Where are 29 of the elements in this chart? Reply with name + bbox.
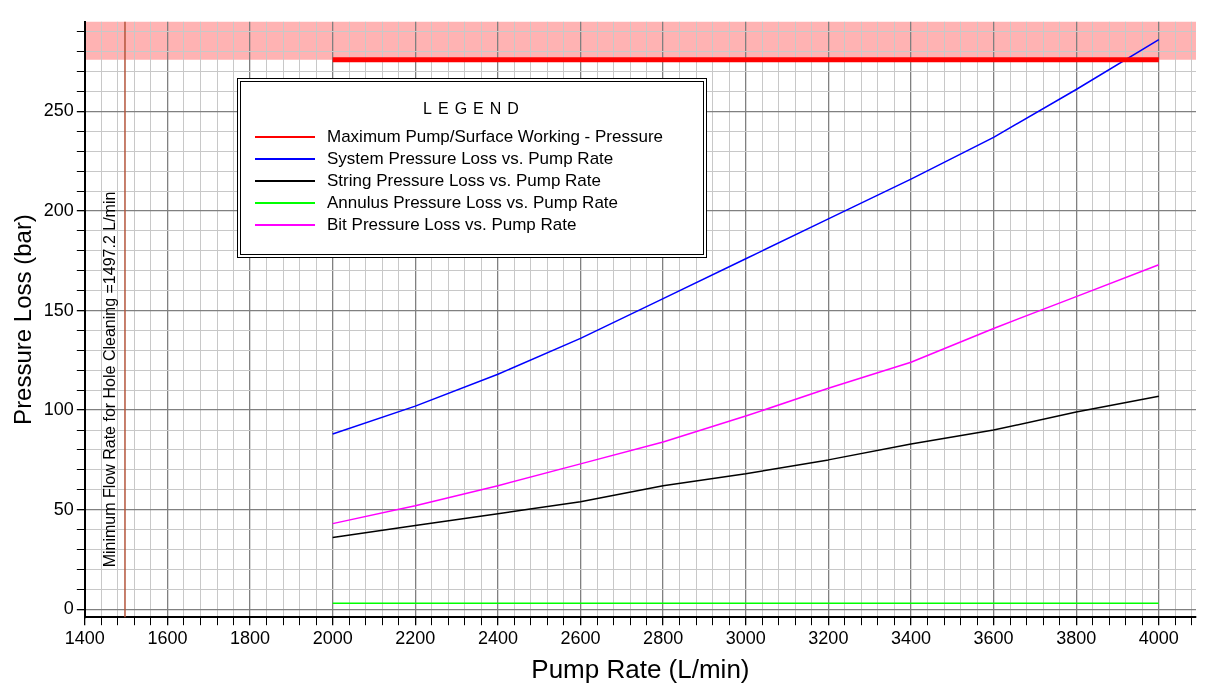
x-tick-label: 2000 bbox=[312, 627, 353, 648]
x-tick-label: 2200 bbox=[395, 627, 436, 648]
x-tick-label: 3600 bbox=[973, 627, 1014, 648]
x-tick-label: 2800 bbox=[643, 627, 684, 648]
legend-label: Annulus Pressure Loss vs. Pump Rate bbox=[327, 193, 619, 213]
x-tick-label: 1400 bbox=[64, 627, 105, 648]
legend-label: Bit Pressure Loss vs. Pump Rate bbox=[327, 215, 577, 235]
y-tick-label: 0 bbox=[63, 598, 74, 619]
legend-title: LEGEND bbox=[422, 100, 526, 118]
legend-label: String Pressure Loss vs. Pump Rate bbox=[327, 171, 602, 191]
x-tick-label: 3000 bbox=[725, 627, 766, 648]
x-tick-label: 3400 bbox=[890, 627, 931, 648]
x-tick-label: 1800 bbox=[230, 627, 271, 648]
x-tick-label: 4000 bbox=[1138, 627, 1179, 648]
y-tick-label: 100 bbox=[43, 399, 74, 420]
legend-label: System Pressure Loss vs. Pump Rate bbox=[327, 149, 614, 169]
legend-label: Maximum Pump/Surface Working - Pressure bbox=[327, 127, 664, 147]
x-tick-label: 2400 bbox=[477, 627, 518, 648]
x-tick-label: 3200 bbox=[808, 627, 849, 648]
y-tick-label: 250 bbox=[43, 100, 74, 121]
y-tick-label: 50 bbox=[53, 498, 74, 519]
x-tick-label: 3800 bbox=[1056, 627, 1097, 648]
x-axis-title: Pump Rate (L/min) bbox=[531, 653, 750, 684]
y-tick-label: 200 bbox=[43, 199, 74, 220]
x-tick-label: 1600 bbox=[147, 627, 188, 648]
x-tick-label: 2600 bbox=[560, 627, 601, 648]
y-tick-label: 150 bbox=[43, 299, 74, 320]
y-axis-title: Pressure Loss (bar) bbox=[9, 214, 37, 425]
ref-line-label: Minimum Flow Rate for Hole Cleaning =1497.2 L/min bbox=[101, 191, 119, 568]
